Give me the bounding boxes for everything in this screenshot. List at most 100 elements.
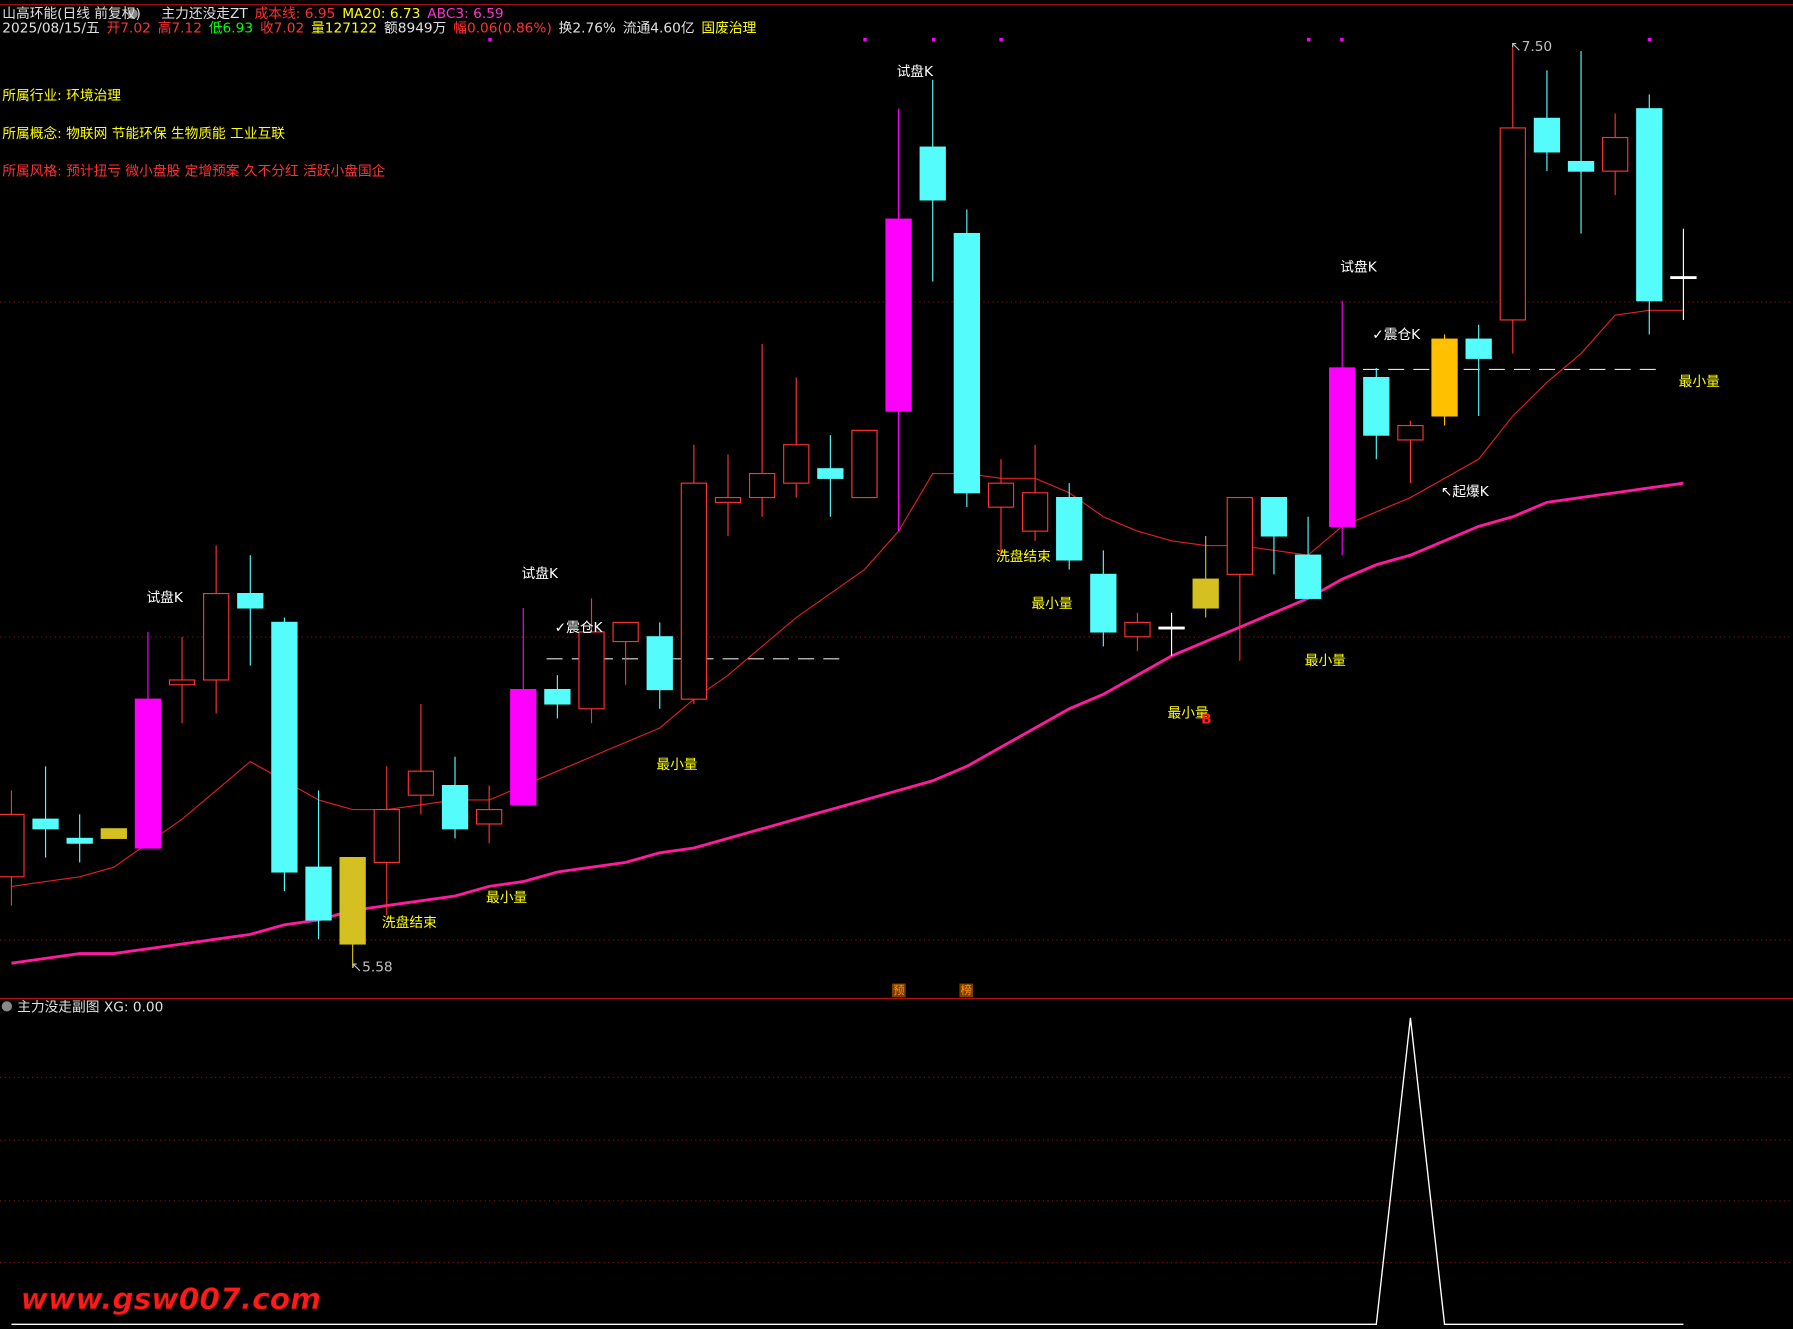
candle-body [1226,496,1253,575]
candle-body [1363,376,1390,436]
header-item: MA20: 6.73 [342,6,420,22]
header-item: 高7.12 [158,20,202,37]
signal-dot [1307,37,1311,42]
annotation: 试盘K [522,565,559,582]
annotation: 最小量 [1679,374,1720,390]
annotation: 预 [893,983,904,997]
signal-dots [488,37,1652,42]
header-item: 主力还没走ZT [161,6,248,22]
candle-body [578,631,605,710]
annotation: ↖5.58 [351,960,393,976]
candle-body [851,429,878,499]
candle-body [680,482,708,700]
header-item: 开7.02 [107,21,151,37]
annotation: 榜 [961,983,972,997]
candle-body [271,621,298,873]
header-item: 山高环能(日线 前复权) [2,5,141,22]
candle-body [1567,160,1595,172]
candle-body [885,218,912,412]
indicator-line [11,481,1684,965]
info-line: 所属概念: 物联网 节能环保 生物质能 工业互联 [2,125,285,142]
candle-body [1431,338,1458,417]
signal-dot [1647,37,1652,42]
header-item: 换2.76% [559,20,616,37]
candle-body [1056,496,1083,561]
candle-body [0,813,25,878]
signal-dot [931,37,936,42]
header-item: 2025/08/15/五 [2,21,99,37]
header-item: 固废治理 [701,21,756,37]
signal-dot [863,37,867,42]
header-line: 山高环能(日线 前复权) 主力还没走ZT 成本线: 6.95 MA20: 6.73 AB… [2,5,503,22]
candle-body [1124,621,1151,638]
candle-body [1192,578,1219,609]
annotation: 洗盘结束 [382,914,437,931]
annotation: 试盘K [146,589,183,606]
subpane-title: 主力没走副图 XG: 0.00 [17,1000,163,1016]
indicator-icon[interactable] [1,1001,13,1012]
candle-body [441,785,469,830]
tag-box [891,983,906,998]
info-line: 所属风格: 预计扭亏 微小盘股 定增预案 久不分红 活跃小盘国企 [2,163,385,180]
annotation: 最小量 [1305,653,1346,669]
annotation: 最小量 [1168,706,1209,722]
candle-body [919,146,946,201]
candle-body [714,496,742,503]
annotation: B [1201,711,1211,727]
candle-body [544,688,571,705]
signal-dot [999,37,1003,42]
indicator-icon[interactable] [127,8,138,19]
candle-body [783,444,810,484]
candle-body [510,688,537,806]
watermark: www.gsw007.com [21,1282,322,1317]
info-line: 所属行业: 环境治理 [2,88,121,104]
header-line: 2025/08/15/五 开7.02 高7.12 低6.93 收7.02 量127122 额… [2,20,756,37]
candle-body [1465,338,1492,359]
candle-body [66,837,93,844]
candle-body [32,818,59,830]
candle-body [1670,276,1697,280]
header-item: 成本线: 6.95 [255,6,336,22]
annotation: 洗盘结束 [996,548,1051,565]
header-item: 额8949万 [384,21,446,37]
header-item: ABC3: 6.59 [427,6,503,22]
candle-body [203,592,230,681]
candle-body [1021,492,1049,532]
candle-body [1636,108,1663,302]
tag-box [959,983,974,998]
annotation: 最小量 [656,757,697,773]
annotation: ✓震仓K [555,620,604,636]
candle-body [1397,424,1424,441]
annotation: 试盘K [1340,259,1377,276]
candle-body [953,232,980,494]
candle-body [407,770,435,796]
annotation: ↖起爆K [1441,484,1490,500]
candle-body [1602,136,1629,172]
candle-body [373,809,400,863]
candle-body [1294,554,1322,599]
candle-body [100,828,127,839]
candle-body [748,472,776,499]
candle-body [987,482,1015,508]
candle-body [612,621,639,643]
signal-dot [1340,37,1344,42]
annotation: 试盘K [897,63,934,80]
header-item: 幅0.06(0.86%) [453,21,552,37]
candle-body [237,592,264,609]
candle-body [168,679,196,686]
candle-body [134,698,162,849]
candle-body [1090,573,1117,633]
candle-body [475,809,503,825]
signal-dot [488,37,492,42]
annotation: 最小量 [1031,596,1072,612]
header-item: 低6.93 [209,21,253,37]
candle-body [339,857,366,945]
annotation: ✓震仓K [1372,327,1421,343]
candle-body [305,866,332,921]
candle-body [817,468,844,479]
candle-body [1260,496,1288,537]
annotation: 最小量 [486,890,527,906]
